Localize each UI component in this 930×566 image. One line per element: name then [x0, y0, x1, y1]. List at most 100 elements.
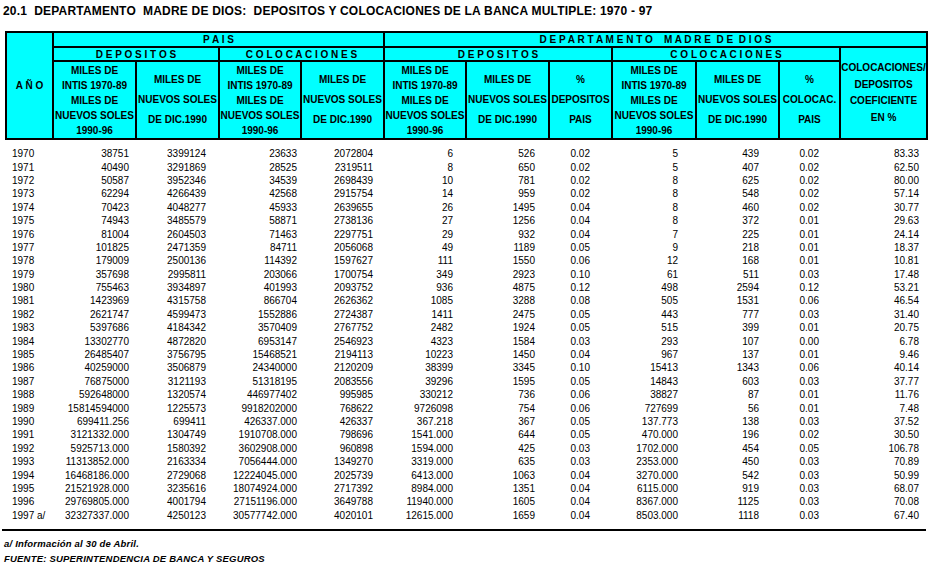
year-cell: 1986 [6, 361, 53, 374]
value-cell: 777 [696, 308, 779, 321]
value-cell: 4184342 [136, 321, 219, 334]
value-cell: 0.04 [549, 348, 612, 361]
value-cell: 4599473 [136, 308, 219, 321]
value-cell: 1343 [696, 361, 779, 374]
col-header-pais-col-soles: MILES DE NUEVOS SOLES DE DIC.1990 [301, 61, 384, 139]
value-cell: 0.02 [779, 428, 840, 441]
subsection-header-pais-colocaciones: C O L O C A C I O N E S [219, 47, 384, 61]
value-cell: 3756795 [136, 348, 219, 361]
value-cell: 18.37 [840, 241, 927, 254]
value-cell: 0.03 [779, 415, 840, 428]
value-cell: 959 [466, 187, 549, 200]
value-cell: 3570409 [219, 321, 301, 334]
value-cell: 454 [696, 442, 779, 455]
value-cell: 0.12 [549, 281, 612, 294]
value-cell: 10.81 [840, 254, 927, 267]
year-cell: 1997 a/ [6, 509, 53, 522]
value-cell: 967 [612, 348, 696, 361]
value-cell: 7 [612, 227, 696, 240]
value-cell: 349 [384, 268, 466, 281]
value-cell: 0.02 [549, 147, 612, 160]
value-cell: 0.05 [549, 308, 612, 321]
table-row: 19913121332.00013047491910708.0007986961… [6, 428, 927, 441]
value-cell: 1189 [466, 241, 549, 254]
value-cell: 5397686 [53, 321, 136, 334]
value-cell: 203066 [219, 268, 301, 281]
value-cell: 0.01 [779, 388, 840, 401]
table-row: 1990699411.256699411426337.000426337367.… [6, 415, 927, 428]
table-row: 1981142396943157588667042626362108532880… [6, 294, 927, 307]
value-cell: 0.12 [779, 281, 840, 294]
value-cell: 46.54 [840, 294, 927, 307]
table-row: 19793576982995811203066170075434929230.1… [6, 268, 927, 281]
value-cell: 4020101 [301, 509, 384, 522]
value-cell: 70423 [53, 201, 136, 214]
value-cell: 0.04 [549, 227, 612, 240]
table-body: 197038751339912423633207280465260.025439… [6, 139, 927, 522]
value-cell: 4875 [466, 281, 549, 294]
value-cell: 225 [696, 227, 779, 240]
value-cell: 15814594000 [53, 401, 136, 414]
value-cell: 62.50 [840, 160, 927, 173]
value-cell: 6115.000 [612, 482, 696, 495]
value-cell: 107 [696, 334, 779, 347]
year-cell: 1990 [6, 415, 53, 428]
col-header-pct-colocaciones: % COLOCAC. PAIS [779, 61, 840, 139]
value-cell: 5 [612, 147, 696, 160]
value-cell: 439 [696, 147, 779, 160]
value-cell: 38827 [612, 388, 696, 401]
year-cell: 1994 [6, 468, 53, 481]
value-cell: 106.78 [840, 442, 927, 455]
year-cell: 1989 [6, 401, 53, 414]
value-cell: 26 [384, 201, 466, 214]
year-cell: 1995 [6, 482, 53, 495]
year-cell: 1973 [6, 187, 53, 200]
value-cell: 699411 [136, 415, 219, 428]
value-cell: 1304749 [136, 428, 219, 441]
value-cell: 2639655 [301, 201, 384, 214]
value-cell: 0.02 [779, 147, 840, 160]
value-cell: 0.02 [549, 187, 612, 200]
value-cell: 548 [696, 187, 779, 200]
value-cell: 511 [696, 268, 779, 281]
value-cell: 71463 [219, 227, 301, 240]
value-cell: 0.04 [549, 495, 612, 508]
value-cell: 8 [612, 174, 696, 187]
value-cell: 3291869 [136, 160, 219, 173]
value-cell: 960898 [301, 442, 384, 455]
value-cell: 754 [466, 401, 549, 414]
value-cell: 2297751 [301, 227, 384, 240]
value-cell: 2767752 [301, 321, 384, 334]
year-cell: 1980 [6, 281, 53, 294]
value-cell: 4315758 [136, 294, 219, 307]
value-cell: 0.01 [779, 214, 840, 227]
value-cell: 4872820 [136, 334, 219, 347]
year-cell: 1988 [6, 388, 53, 401]
table-row: 197140490329186928525231951186500.025407… [6, 160, 927, 173]
value-cell: 4048277 [136, 201, 219, 214]
value-cell: 0.08 [549, 294, 612, 307]
table-row: 197038751339912423633207280465260.025439… [6, 147, 927, 160]
table-row: 1988592648000132057444697740299598533021… [6, 388, 927, 401]
value-cell: 4323 [384, 334, 466, 347]
value-cell: 20.75 [840, 321, 927, 334]
value-cell: 781 [466, 174, 549, 187]
value-cell: 49 [384, 241, 466, 254]
value-cell: 0.06 [549, 401, 612, 414]
table-row: 1982262174745994731552886272438714112475… [6, 308, 927, 321]
value-cell: 1495 [466, 201, 549, 214]
value-cell: 4266439 [136, 187, 219, 200]
value-cell: 1552886 [219, 308, 301, 321]
value-cell: 6 [384, 147, 466, 160]
value-cell: 498 [612, 281, 696, 294]
value-cell: 2915754 [301, 187, 384, 200]
year-cell: 1996 [6, 495, 53, 508]
value-cell: 11313852.000 [53, 455, 136, 468]
value-cell: 50587 [53, 174, 136, 187]
value-cell: 4250123 [136, 509, 219, 522]
value-cell: 2083556 [301, 375, 384, 388]
value-cell: 2729068 [136, 468, 219, 481]
value-cell: 1595 [466, 375, 549, 388]
value-cell: 114392 [219, 254, 301, 267]
value-cell: 460 [696, 201, 779, 214]
